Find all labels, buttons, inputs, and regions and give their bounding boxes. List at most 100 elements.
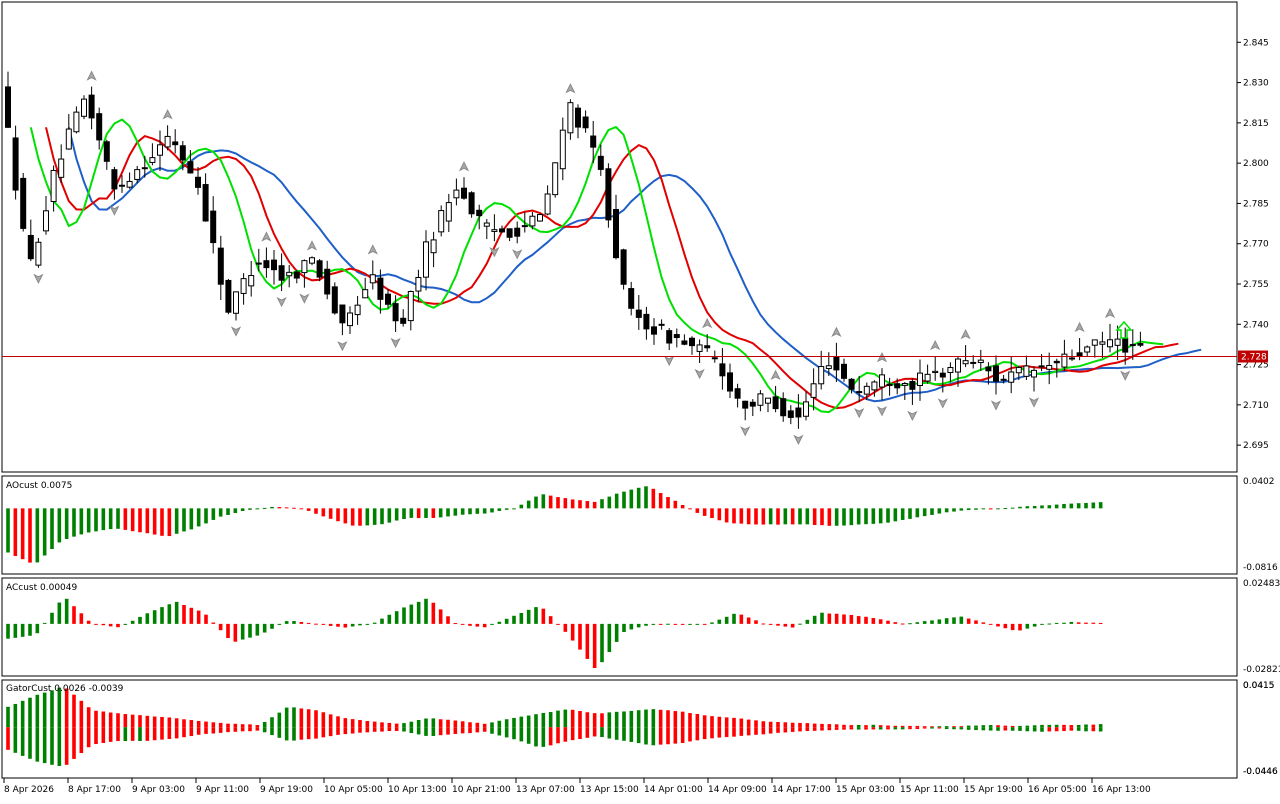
histogram-bar <box>937 726 942 728</box>
histogram-bar <box>614 711 619 728</box>
histogram-bar <box>776 727 780 733</box>
histogram-bar <box>812 723 817 728</box>
histogram-bar <box>372 508 377 525</box>
histogram-bar <box>658 727 663 745</box>
candle-body <box>780 398 787 417</box>
histogram-bar <box>328 727 333 737</box>
time-tick-label: 14 Apr 17:00 <box>772 785 831 795</box>
price-tick-label: 2.755 <box>1243 280 1269 290</box>
fractal-down-arrow <box>740 426 751 437</box>
histogram-bar <box>966 618 971 624</box>
histogram-bar <box>211 508 216 520</box>
histogram-bar <box>277 712 282 728</box>
fractal-down-arrow <box>299 293 310 304</box>
price-panel[interactable]: 2.845 2.830 2.815 2.800 2.785 2.770 2.755 2.740… <box>2 38 1269 451</box>
histogram-bar <box>842 724 846 728</box>
current-price-box <box>1238 350 1268 363</box>
histogram-bar <box>710 727 714 739</box>
histogram-bar <box>1032 623 1037 627</box>
histogram-bar <box>35 694 40 728</box>
histogram-bar <box>218 722 223 728</box>
histogram-bar <box>680 711 685 728</box>
candle-body <box>111 169 118 190</box>
histogram-bar <box>42 692 47 728</box>
histogram-bar <box>394 611 399 624</box>
histogram-bar <box>336 727 340 735</box>
histogram-bar <box>629 623 634 630</box>
histogram-bar <box>350 623 355 627</box>
histogram-bar <box>167 727 172 739</box>
histogram-bar <box>739 727 744 736</box>
histogram-bar <box>695 623 700 625</box>
histogram-bar <box>57 687 62 728</box>
ma-fast-line <box>29 118 1164 414</box>
histogram-bar <box>226 623 230 639</box>
ac-panel[interactable]: 0.02483 -0.02821 <box>6 579 1280 675</box>
candle-body <box>886 383 893 386</box>
histogram-bar <box>842 727 846 730</box>
histogram-bar <box>966 508 971 511</box>
candle-body <box>970 361 977 364</box>
histogram-bar <box>86 707 91 728</box>
histogram-bar <box>908 727 912 730</box>
histogram-bar <box>988 508 993 510</box>
histogram-bar <box>453 720 458 728</box>
histogram-bar <box>277 727 282 738</box>
candle-body <box>1122 337 1129 353</box>
histogram-bar <box>644 709 648 728</box>
candle-body <box>628 288 635 309</box>
histogram-bar <box>548 712 553 728</box>
histogram-bar <box>666 727 670 745</box>
ao-panel[interactable]: 0.0402 -0.0816 <box>6 477 1278 573</box>
candle-body <box>1107 339 1113 348</box>
fractal-up-arrow <box>960 328 971 340</box>
histogram-bar <box>504 719 509 728</box>
histogram-bar <box>519 716 524 728</box>
candle-body <box>1084 346 1091 353</box>
indicator-tick-label: 0.02483 <box>1243 579 1280 589</box>
histogram-bar <box>255 727 260 731</box>
histogram-bar <box>666 710 670 728</box>
histogram-bar <box>240 724 245 728</box>
histogram-bar <box>365 623 370 625</box>
fractal-up-arrow <box>831 326 842 337</box>
histogram-bar <box>761 721 766 728</box>
histogram-bar <box>864 727 868 730</box>
time-tick-label: 13 Apr 15:00 <box>580 785 639 795</box>
histogram-bar <box>541 608 546 624</box>
histogram-bar <box>849 614 854 624</box>
buy-signal-arrow <box>1115 320 1133 339</box>
histogram-bar <box>1010 507 1015 509</box>
histogram-bar <box>702 715 707 728</box>
histogram-bar <box>761 508 766 525</box>
histogram-bar <box>79 613 84 624</box>
histogram-bar <box>827 613 832 624</box>
indicator-tick-label: -0.0816 <box>1243 563 1278 573</box>
histogram-bar <box>167 508 172 537</box>
histogram-bar <box>1091 622 1096 624</box>
histogram-bar <box>886 620 890 624</box>
histogram-bar <box>915 727 920 730</box>
histogram-bar <box>365 720 370 728</box>
histogram-bar <box>372 727 377 732</box>
histogram-bar <box>189 727 194 736</box>
histogram-bar <box>724 717 729 728</box>
indicator-tick-label: 0.0415 <box>1243 681 1275 691</box>
histogram-bar <box>321 508 326 517</box>
histogram-bar <box>556 623 560 625</box>
candle-body <box>134 169 141 180</box>
histogram-bar <box>336 716 340 728</box>
histogram-bar <box>416 720 421 728</box>
ac-indicator-label: ACcust 0.00049 <box>6 583 78 593</box>
candle-body <box>263 260 270 269</box>
histogram-bar <box>284 507 289 509</box>
histogram-bar <box>343 727 348 735</box>
time-tick-label: 10 Apr 21:00 <box>452 785 511 795</box>
histogram-bar <box>944 726 949 728</box>
candle-body <box>803 401 809 417</box>
histogram-bar <box>981 725 986 728</box>
histogram-bar <box>1054 724 1059 728</box>
